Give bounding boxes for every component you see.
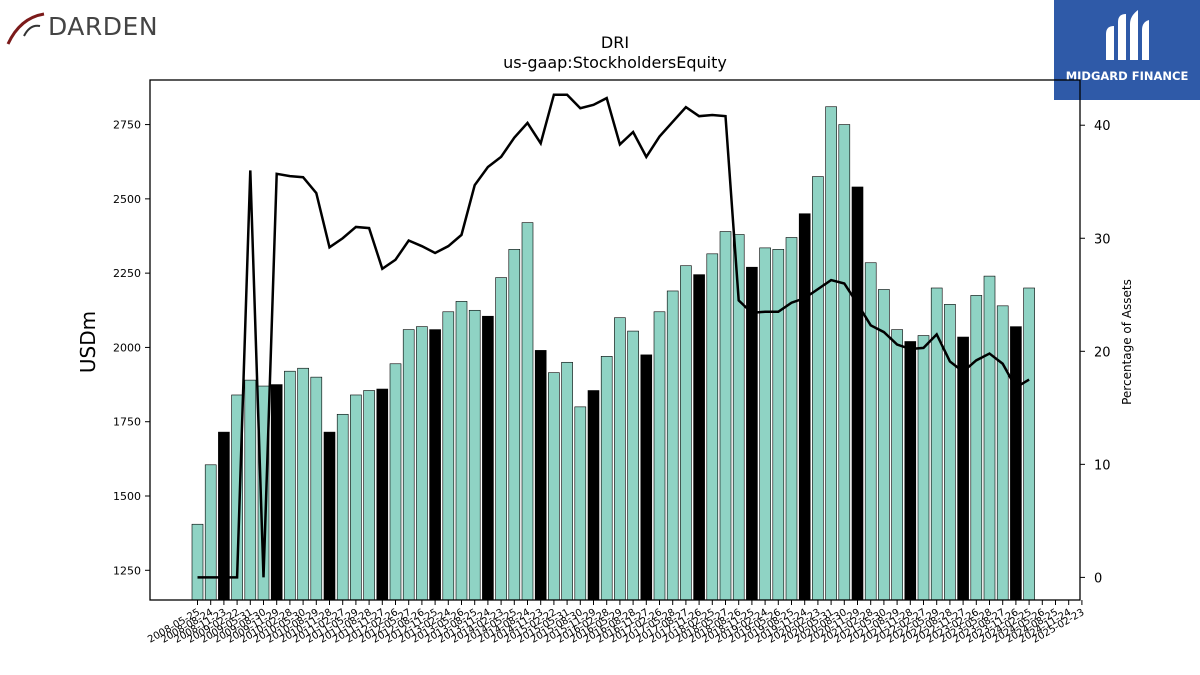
bar bbox=[706, 253, 719, 601]
bar bbox=[270, 384, 283, 601]
bar bbox=[1010, 326, 1022, 601]
bar bbox=[204, 464, 217, 601]
bar bbox=[587, 390, 600, 601]
midgard-finance-logo: MIDGARD FINANCE bbox=[1054, 0, 1200, 100]
y2-tick-label: 10 bbox=[1094, 458, 1111, 473]
bar bbox=[944, 304, 956, 601]
bar bbox=[666, 290, 679, 601]
y2-tick-label: 20 bbox=[1094, 345, 1111, 360]
bar bbox=[812, 176, 824, 601]
bar bbox=[627, 330, 639, 601]
bar bbox=[970, 295, 983, 601]
bar bbox=[442, 311, 455, 601]
bar bbox=[310, 376, 323, 601]
bar bbox=[851, 186, 864, 601]
plot-frame bbox=[149, 79, 1081, 601]
y-tick-label: 2500 bbox=[113, 193, 141, 206]
y-tick-label: 2250 bbox=[113, 267, 141, 280]
bar bbox=[521, 222, 534, 601]
darden-logo-text: DARDEN bbox=[48, 12, 159, 41]
bar bbox=[957, 336, 969, 601]
bar bbox=[640, 354, 653, 601]
bar bbox=[917, 335, 930, 601]
bar bbox=[389, 363, 402, 601]
bar bbox=[376, 388, 389, 601]
y-tick-label: 1500 bbox=[113, 490, 141, 503]
bar bbox=[416, 326, 428, 601]
bar bbox=[548, 372, 560, 601]
bar bbox=[825, 106, 837, 601]
bar bbox=[838, 124, 851, 601]
bar bbox=[680, 265, 692, 601]
bar bbox=[218, 431, 230, 601]
y-tick-label: 2000 bbox=[113, 341, 141, 354]
bar bbox=[983, 275, 996, 601]
bar bbox=[534, 350, 547, 601]
y2-tick-label: 0 bbox=[1094, 571, 1102, 586]
y2-axis-label: Percentage of Assets bbox=[1120, 279, 1134, 405]
y-tick-label: 2750 bbox=[113, 119, 141, 132]
bar bbox=[561, 361, 573, 601]
bar bbox=[614, 317, 626, 601]
bar bbox=[508, 249, 521, 601]
bar bbox=[996, 305, 1009, 601]
bar bbox=[653, 311, 666, 601]
y-tick-label: 1250 bbox=[113, 564, 141, 577]
bar bbox=[891, 329, 903, 601]
bar bbox=[574, 406, 587, 601]
bar bbox=[1023, 287, 1035, 601]
bar bbox=[600, 356, 613, 601]
bar bbox=[244, 379, 257, 601]
chart-title: DRI bbox=[600, 33, 630, 52]
bar bbox=[191, 523, 204, 601]
bar bbox=[455, 301, 468, 601]
bar bbox=[350, 394, 362, 601]
bar bbox=[495, 277, 507, 601]
bar bbox=[798, 213, 811, 601]
bar bbox=[864, 262, 877, 601]
bar bbox=[297, 367, 309, 601]
series-line-percentage-of-assets bbox=[197, 93, 1030, 579]
bar bbox=[336, 413, 349, 601]
y-axis-label: USDm bbox=[76, 311, 100, 373]
darden-logo: DARDEN bbox=[4, 6, 174, 48]
bar bbox=[284, 370, 296, 601]
bar bbox=[719, 231, 732, 601]
brand-name: MIDGARD FINANCE bbox=[1065, 69, 1189, 83]
chart-subtitle: us-gaap:StockholdersEquity bbox=[503, 53, 727, 72]
y2-tick-label: 30 bbox=[1094, 232, 1111, 247]
darden-swoosh-icon bbox=[6, 12, 45, 45]
bar bbox=[759, 247, 771, 601]
bar bbox=[772, 249, 785, 601]
bar bbox=[904, 341, 917, 601]
bar bbox=[746, 266, 758, 601]
bar bbox=[363, 390, 375, 601]
y-tick-label: 1750 bbox=[113, 416, 141, 429]
y2-tick-label: 40 bbox=[1094, 119, 1111, 134]
bar bbox=[785, 237, 798, 601]
midgard-mark-icon bbox=[1106, 10, 1149, 60]
bar bbox=[429, 329, 441, 601]
bar bbox=[323, 431, 336, 601]
bar bbox=[402, 329, 415, 601]
bar bbox=[468, 309, 481, 601]
bar bbox=[482, 315, 494, 601]
bar bbox=[693, 274, 705, 601]
